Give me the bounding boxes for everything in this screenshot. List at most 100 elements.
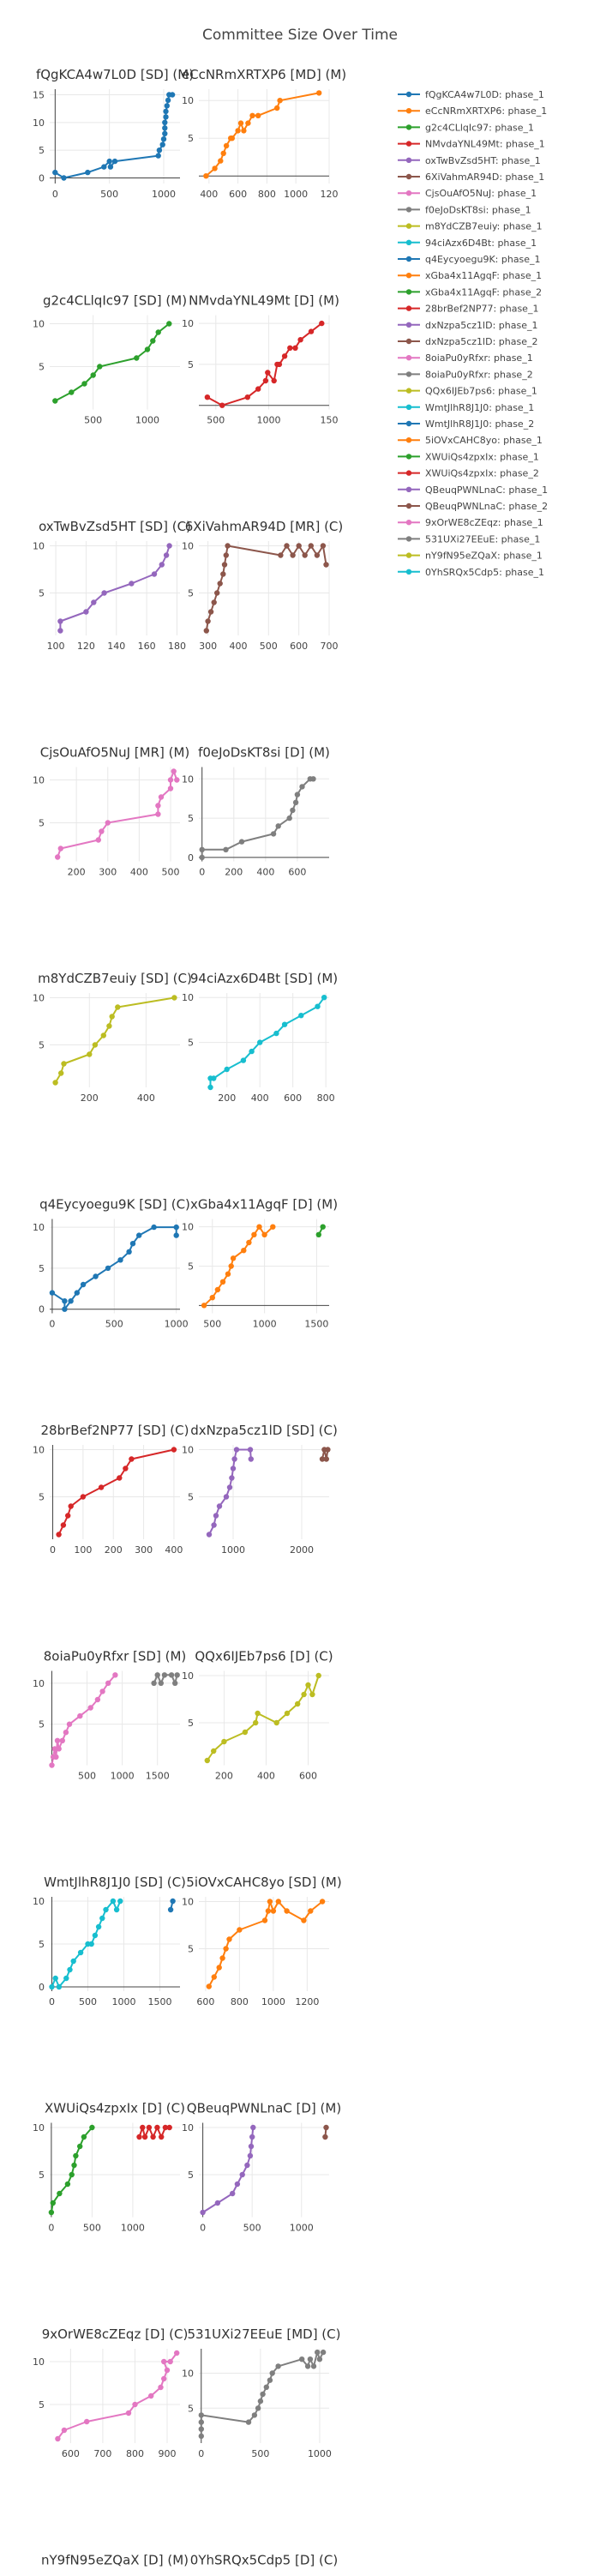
data-point[interactable] [115,1004,121,1010]
data-point[interactable] [159,2134,165,2140]
data-point[interactable] [125,2410,132,2417]
data-point[interactable] [304,2363,311,2369]
data-point[interactable] [248,1456,254,1462]
data-point[interactable] [211,599,217,605]
legend-item[interactable]: 8oiaPu0yRfxr: phase_1 [398,352,533,364]
data-point[interactable] [214,1286,221,1293]
data-point[interactable] [56,1746,62,1752]
data-point[interactable] [170,1898,176,1905]
data-point[interactable] [154,2124,160,2131]
data-point[interactable] [216,1965,222,1971]
legend-item[interactable]: NMvdaYNL49Mt: phase_1 [398,139,545,150]
data-point[interactable] [59,1737,66,1744]
legend-item[interactable]: fQgKCA4w7L0D: phase_1 [398,89,544,100]
data-point[interactable] [52,398,58,404]
data-point[interactable] [169,92,176,98]
legend-item[interactable]: 9xOrWE8cZEqz: phase_1 [398,517,543,528]
data-point[interactable] [199,846,205,852]
data-point[interactable] [221,562,228,568]
data-point[interactable] [250,2124,256,2131]
legend-item[interactable]: nY9fN95eZQaX: phase_1 [398,551,543,562]
data-point[interactable] [166,321,172,327]
data-point[interactable] [155,803,161,809]
data-point[interactable] [52,1975,58,1982]
data-point[interactable] [117,1898,123,1905]
data-point[interactable] [260,2391,266,2398]
data-point[interactable] [69,2171,75,2178]
data-point[interactable] [228,1263,234,1269]
legend-item[interactable]: xGba4x11AgqF: phase_1 [398,270,542,281]
data-point[interactable] [140,2124,146,2131]
data-point[interactable] [155,329,161,335]
data-point[interactable] [159,141,165,147]
data-point[interactable] [246,1239,252,1246]
data-point[interactable] [62,1306,68,1312]
data-point[interactable] [212,166,218,172]
data-point[interactable] [223,1494,230,1500]
data-point[interactable] [269,2370,275,2376]
data-point[interactable] [216,1503,223,1509]
data-point[interactable] [161,2358,167,2365]
data-point[interactable] [129,1456,135,1462]
data-point[interactable] [57,846,64,852]
data-point[interactable] [257,2398,264,2404]
data-point[interactable] [69,389,75,395]
data-point[interactable] [167,777,174,783]
data-point[interactable] [218,158,224,164]
data-point[interactable] [242,1729,249,1736]
legend-item[interactable]: eCcNRmXRTXP6: phase_1 [398,105,547,117]
data-point[interactable] [290,807,296,814]
data-point[interactable] [201,1303,207,1309]
data-point[interactable] [54,854,61,860]
data-point[interactable] [57,618,63,624]
data-point[interactable] [287,345,293,351]
data-point[interactable] [168,1672,175,1678]
data-point[interactable] [247,2152,254,2159]
data-point[interactable] [94,1696,101,1703]
data-point[interactable] [301,1917,307,1923]
data-point[interactable] [262,377,269,384]
data-point[interactable] [109,1014,115,1020]
data-point[interactable] [237,1927,243,1933]
data-point[interactable] [294,791,301,797]
data-point[interactable] [88,1941,94,1947]
data-point[interactable] [305,1682,311,1688]
data-point[interactable] [81,2134,87,2140]
data-point[interactable] [315,1672,321,1679]
data-point[interactable] [99,828,105,834]
data-point[interactable] [100,1032,107,1038]
legend-item[interactable]: WmtJlhR8J1J0: phase_1 [398,402,534,413]
legend-item[interactable]: 6XiVahmAR94D: phase_1 [398,172,544,183]
data-point[interactable] [148,2392,154,2399]
data-point[interactable] [172,1680,178,1687]
data-point[interactable] [255,2405,261,2411]
data-point[interactable] [163,108,169,115]
data-point[interactable] [155,153,161,159]
data-point[interactable] [117,1475,123,1481]
data-point[interactable] [261,1917,268,1923]
data-point[interactable] [77,2143,83,2150]
data-point[interactable] [198,2433,204,2440]
data-point[interactable] [93,1273,99,1279]
data-point[interactable] [50,2200,56,2206]
data-point[interactable] [89,2124,95,2131]
data-point[interactable] [270,831,277,837]
legend-item[interactable]: 5iOVxCAHC8yo: phase_1 [398,435,543,446]
data-point[interactable] [203,173,209,179]
data-point[interactable] [164,103,170,109]
data-point[interactable] [206,1983,212,1989]
data-point[interactable] [290,552,296,558]
data-point[interactable] [321,995,327,1001]
data-point[interactable] [261,1231,267,1238]
legend-item[interactable]: 531UXi27EEuE: phase_1 [398,533,540,545]
data-point[interactable] [273,1030,279,1037]
data-point[interactable] [156,147,163,153]
data-point[interactable] [173,1224,179,1231]
data-point[interactable] [284,1710,291,1717]
data-point[interactable] [314,552,321,558]
data-point[interactable] [309,1691,315,1698]
data-point[interactable] [249,112,255,118]
data-point[interactable] [297,337,303,343]
data-point[interactable] [144,346,151,352]
data-point[interactable] [49,1983,55,1990]
